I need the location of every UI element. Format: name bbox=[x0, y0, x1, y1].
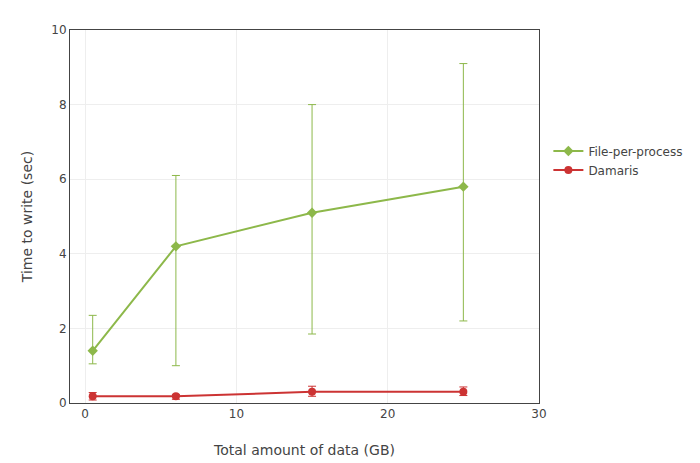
svg-text:30: 30 bbox=[531, 407, 546, 421]
svg-text:Time to write (sec): Time to write (sec) bbox=[19, 151, 35, 283]
svg-text:8: 8 bbox=[59, 98, 67, 112]
svg-text:10: 10 bbox=[229, 407, 244, 421]
svg-text:2: 2 bbox=[59, 322, 67, 336]
svg-text:File-per-process: File-per-process bbox=[588, 145, 682, 159]
svg-text:0: 0 bbox=[81, 407, 89, 421]
svg-text:10: 10 bbox=[51, 23, 66, 37]
svg-text:Total amount of data (GB): Total amount of data (GB) bbox=[213, 442, 395, 458]
svg-text:6: 6 bbox=[59, 172, 67, 186]
svg-text:4: 4 bbox=[59, 247, 67, 261]
svg-text:Damaris: Damaris bbox=[588, 164, 638, 178]
svg-text:0: 0 bbox=[59, 396, 67, 410]
svg-text:20: 20 bbox=[380, 407, 395, 421]
